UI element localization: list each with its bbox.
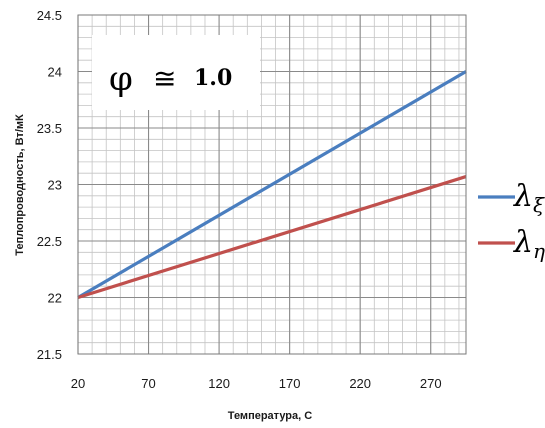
y-tick-label: 24.5 [37,8,62,23]
x-axis-title: Температура, С [228,410,312,422]
y-tick-label: 24 [48,65,62,80]
legend-label-1: λξ [513,179,545,217]
y-axis-title: Теплопроводность, Вт/мК [14,114,26,256]
series-line-2 [77,175,467,300]
y-tick-labels: 21.5 22 22.5 23 23.5 24 24.5 [37,8,62,362]
annotation-background [92,35,260,110]
y-tick-label: 23 [48,178,62,193]
annotation-value: 1.0 [194,65,232,91]
x-tick-label: 170 [279,376,301,391]
y-tick-label: 23.5 [37,121,62,136]
legend-label-2: λη [513,225,545,263]
y-tick-label: 22 [48,291,62,306]
x-tick-label: 220 [349,376,371,391]
y-tick-label: 22.5 [37,234,62,249]
plot-frame [77,14,467,355]
legend-subscript-1: ξ [533,193,545,217]
y-tick-label: 21.5 [37,347,62,362]
legend: λξ λη [478,179,545,263]
series-layer [77,70,467,300]
x-tick-label: 70 [141,376,155,391]
annotation-approx-symbol: ≅ [153,62,176,95]
plot-border [77,14,467,355]
series-line-1 [77,70,467,299]
x-tick-labels: 20 70 120 170 220 270 [71,376,442,391]
x-tick-label: 270 [420,376,442,391]
annotation-phi-symbol: φ [109,59,133,99]
legend-subscript-2: η [533,239,545,263]
x-tick-label: 20 [71,376,85,391]
x-tick-label: 120 [208,376,230,391]
annotation-box: φ ≅ 1.0 [92,35,260,110]
